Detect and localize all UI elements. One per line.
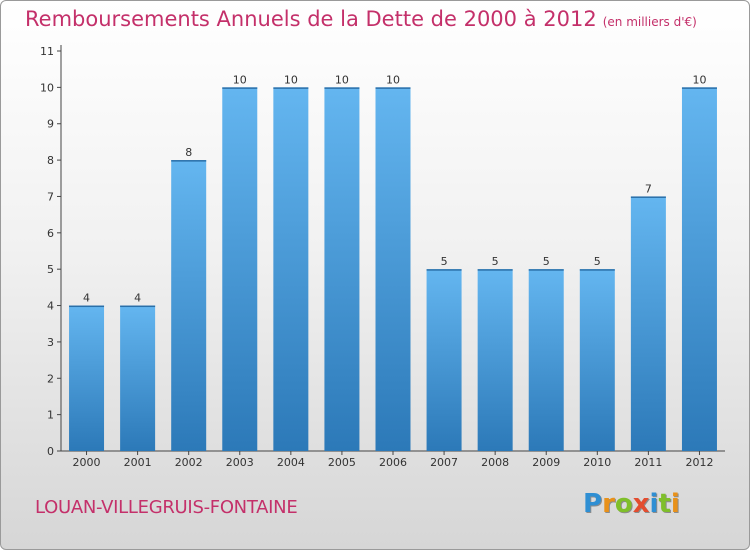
bar-top-edge: [477, 269, 513, 271]
y-tick-label: 10: [40, 81, 54, 94]
bar-data-label: 8: [185, 146, 192, 159]
y-tick-label: 3: [47, 336, 54, 349]
logo-letter: r: [602, 489, 615, 519]
bar-data-label: 4: [134, 292, 141, 305]
bar-top-edge: [171, 160, 207, 162]
logo-letter: i: [670, 489, 680, 519]
bar: [681, 87, 717, 451]
logo-letter: t: [658, 489, 671, 519]
bar: [375, 87, 411, 451]
bar: [120, 305, 156, 451]
bar-top-edge: [324, 87, 360, 89]
bar-top-edge: [222, 87, 258, 89]
bar-top-edge: [69, 305, 105, 308]
bar-top-edge: [273, 87, 309, 89]
x-tick-label: 2005: [328, 456, 356, 469]
bar-top-edge: [528, 269, 564, 271]
bar-top-edge: [579, 269, 615, 271]
y-tick-label: 4: [47, 300, 54, 313]
bar: [171, 160, 207, 451]
x-tick-label: 2004: [277, 456, 305, 469]
bar-data-label: 5: [594, 255, 601, 268]
bar: [579, 269, 615, 451]
bar: [69, 305, 105, 451]
x-tick-label: 2002: [175, 456, 203, 469]
x-tick-label: 2000: [73, 456, 101, 469]
bar: [528, 269, 564, 451]
bar-top-edge: [120, 305, 156, 308]
bar: [477, 269, 513, 451]
logo-letter: x: [632, 489, 650, 519]
x-tick-label: 2008: [481, 456, 509, 469]
proxiti-logo: Proxiti: [583, 489, 680, 519]
chart-title: Remboursements Annuels de la Dette de 20…: [25, 7, 697, 31]
bar-top-edge: [375, 87, 411, 89]
bar-data-label: 7: [645, 182, 652, 195]
bar-data-label: 5: [441, 255, 448, 268]
bar-top-edge: [630, 196, 666, 198]
bar: [273, 87, 309, 451]
y-tick-label: 7: [47, 190, 54, 203]
y-tick-label: 9: [47, 118, 54, 131]
y-tick-label: 2: [47, 372, 54, 385]
bar: [426, 269, 462, 451]
x-tick-label: 2010: [583, 456, 611, 469]
bar-data-label: 10: [692, 73, 706, 86]
x-tick-label: 2007: [430, 456, 458, 469]
plot-area: 0 1 2 3 4 5 6 7 8 9 10 11 4 2000 4 2001 8 2002 10 2003 10 200…: [40, 45, 725, 469]
x-tick-label: 2011: [634, 456, 662, 469]
x-tick-label: 2006: [379, 456, 407, 469]
y-tick-label: 6: [47, 227, 54, 240]
chart-subtitle: (en milliers d'€): [602, 15, 697, 29]
bar: [222, 87, 258, 451]
bar-data-label: 4: [83, 292, 90, 305]
y-tick-label: 11: [40, 45, 54, 58]
y-tick-label: 5: [47, 263, 54, 276]
y-tick-label: 8: [47, 154, 54, 167]
x-tick-label: 2012: [685, 456, 713, 469]
bar: [630, 196, 666, 451]
x-tick-label: 2001: [124, 456, 152, 469]
bar-data-label: 5: [543, 255, 550, 268]
bar-top-edge: [426, 269, 462, 271]
y-tick-label: 1: [47, 409, 54, 422]
commune-name: LOUAN-VILLEGRUIS-FONTAINE: [35, 497, 298, 518]
y-tick-label: 0: [47, 445, 54, 458]
logo-letter: P: [583, 489, 603, 519]
chart-title-text: Remboursements Annuels de la Dette de 20…: [25, 7, 597, 31]
bar-data-label: 10: [284, 73, 298, 86]
logo-letter: o: [614, 489, 633, 519]
x-tick-label: 2009: [532, 456, 560, 469]
x-tick-label: 2003: [226, 456, 254, 469]
bar: [324, 87, 360, 451]
bar-data-label: 10: [386, 73, 400, 86]
bar-data-label: 5: [492, 255, 499, 268]
bar-top-edge: [681, 87, 717, 89]
bar-data-label: 10: [233, 73, 247, 86]
bar-data-label: 10: [335, 73, 349, 86]
logo-letter: i: [649, 489, 659, 519]
